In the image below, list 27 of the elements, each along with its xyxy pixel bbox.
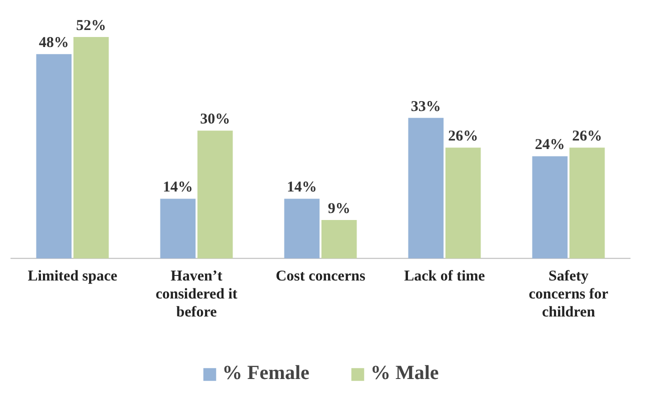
x-tick-label: Lack of time <box>404 268 486 284</box>
data-label: 33% <box>410 98 441 115</box>
bar <box>532 156 568 258</box>
bar <box>445 148 481 258</box>
x-tick-label: Cost concerns <box>276 268 366 284</box>
data-label: 9% <box>328 201 350 218</box>
legend-label: % Female <box>222 362 310 385</box>
bar <box>284 198 320 258</box>
data-label: 48% <box>38 35 69 52</box>
bar <box>36 54 72 258</box>
bar <box>160 198 196 258</box>
data-label: 30% <box>200 112 230 128</box>
bar <box>197 130 233 258</box>
bar <box>408 118 444 258</box>
data-label: 14% <box>286 180 317 196</box>
bar <box>73 37 109 258</box>
bar <box>321 220 357 258</box>
x-tick-label: Safety concerns for children <box>528 268 609 320</box>
bar <box>569 148 605 258</box>
data-label: 52% <box>76 18 106 34</box>
data-label: 24% <box>534 137 565 154</box>
data-label: 26% <box>448 128 478 145</box>
legend-label: % Male <box>370 362 439 385</box>
x-tick-label: Haven’t considered it before <box>156 268 238 320</box>
data-label: 26% <box>572 128 602 145</box>
x-tick-label: Limited space <box>28 268 118 284</box>
data-label: 14% <box>162 180 193 196</box>
